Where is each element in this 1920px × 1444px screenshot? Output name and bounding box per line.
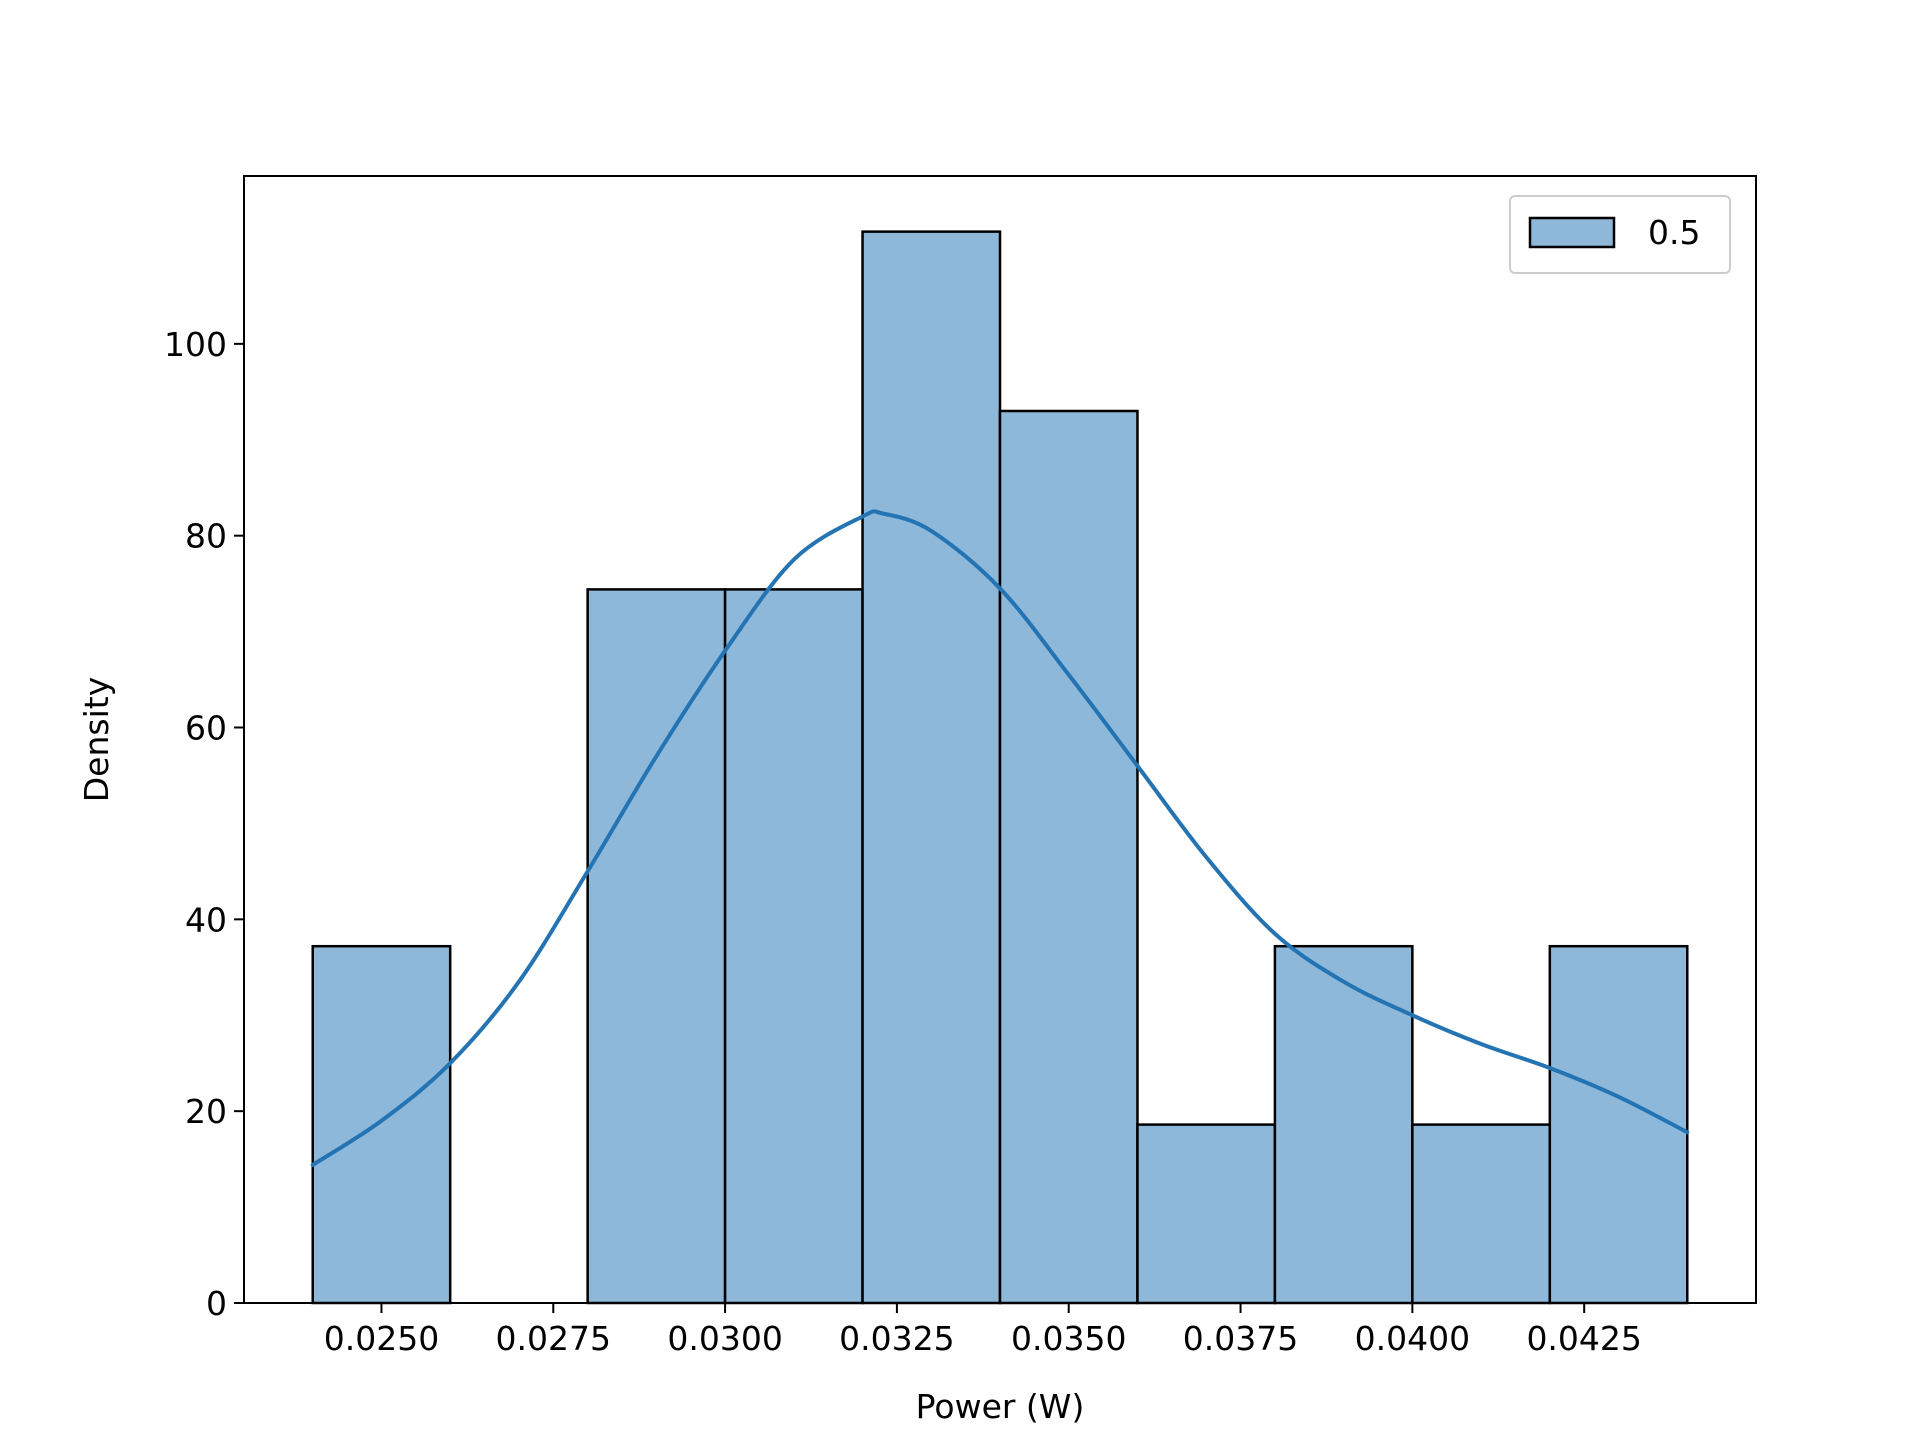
legend-frame — [1509, 195, 1731, 274]
x-tick-label: 0.0275 — [496, 1319, 611, 1358]
x-axis-ticks: 0.0250 0.0275 0.0300 0.0325 0.0350 0.0375 0.04… — [324, 1303, 1642, 1358]
y-tick-label: 100 — [164, 325, 227, 364]
histogram-bar — [723, 588, 864, 1305]
legend: 0.5 — [1509, 195, 1731, 274]
y-tick-label: 80 — [185, 517, 227, 556]
y-axis-ticks: 0 20 40 60 80 100 — [164, 325, 244, 1323]
axes-frame — [243, 175, 1757, 1304]
histogram-bar — [311, 944, 452, 1305]
x-tick-label: 0.0350 — [1011, 1319, 1126, 1358]
y-axis-label: Density — [77, 677, 116, 802]
y-tick-label: 40 — [185, 900, 227, 939]
x-axis-label: Power (W) — [916, 1387, 1085, 1426]
x-tick-label: 0.0425 — [1526, 1319, 1641, 1358]
y-tick-label: 60 — [185, 709, 227, 748]
histogram-bar — [1548, 944, 1689, 1305]
x-tick-label: 0.0325 — [839, 1319, 954, 1358]
kde-curve-layer — [310, 509, 1690, 1167]
histogram-bar — [861, 230, 1002, 1305]
legend-label: 0.5 — [1648, 213, 1700, 252]
y-tick-label: 0 — [206, 1284, 227, 1323]
x-tick-label: 0.0400 — [1355, 1319, 1470, 1358]
x-tick-label: 0.0300 — [667, 1319, 782, 1358]
histogram-bar — [1136, 1123, 1277, 1305]
y-tick-label: 20 — [185, 1092, 227, 1131]
x-tick-label: 0.0250 — [324, 1319, 439, 1358]
kde-line — [310, 509, 1690, 1167]
legend-swatch — [1528, 216, 1616, 249]
histogram-bars — [311, 230, 1689, 1305]
histogram-bar — [586, 588, 727, 1305]
histogram-bar — [1273, 944, 1414, 1305]
histogram-bar — [998, 409, 1139, 1305]
histogram-bar — [1411, 1123, 1552, 1305]
x-tick-label: 0.0375 — [1183, 1319, 1298, 1358]
